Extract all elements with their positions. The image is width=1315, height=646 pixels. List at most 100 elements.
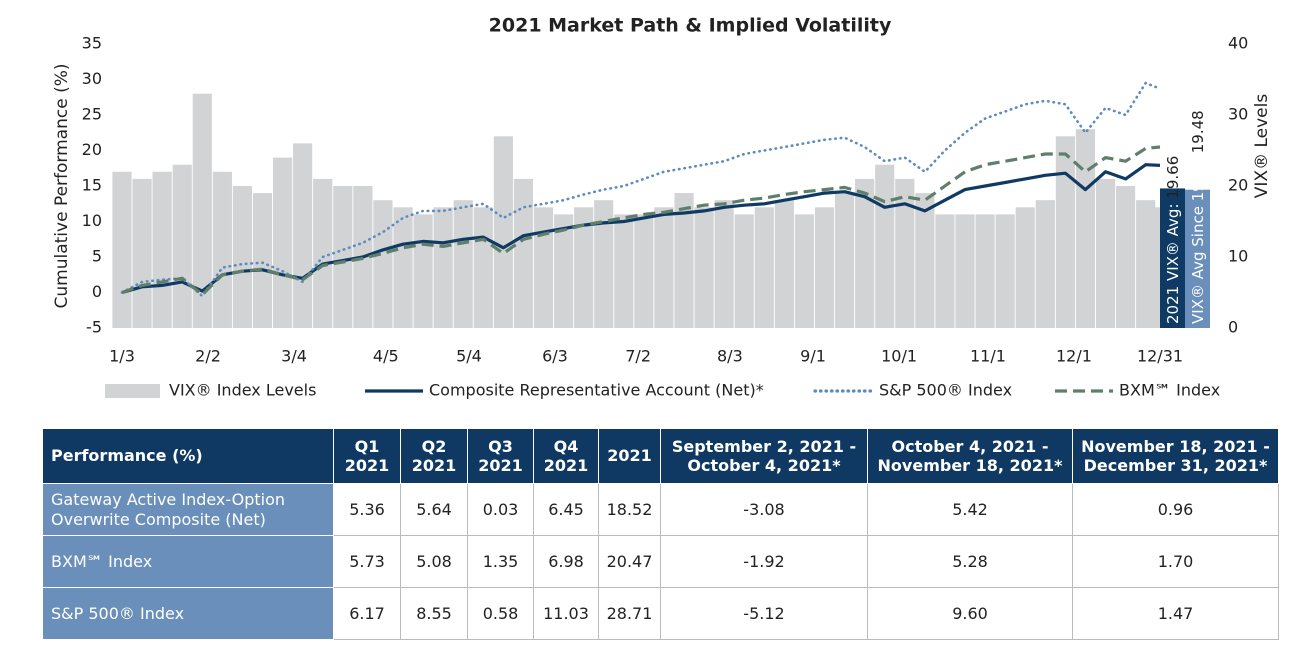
header-cell: Q1 2021	[333, 428, 401, 484]
header-row: Performance (%) Q1 2021 Q2 2021 Q3 2021 Q4 2…	[42, 428, 1279, 484]
vix-bar	[553, 214, 574, 328]
vix-bar	[1015, 207, 1035, 328]
vix-bar	[734, 214, 754, 328]
x-tick-label: 1/3	[109, 347, 135, 366]
y2-tick-label: 10	[1228, 247, 1248, 266]
legend-label: Composite Representative Account (Net)*	[429, 381, 764, 400]
vix-bar	[232, 186, 253, 328]
y-tick-label: -5	[86, 318, 102, 337]
vix-bar	[995, 214, 1015, 328]
value-cell: 5.28	[867, 535, 1073, 588]
value-cell: 18.52	[598, 483, 661, 536]
value-cell: 6.45	[533, 483, 599, 536]
vix-bar	[252, 193, 273, 328]
vix-bar	[634, 214, 654, 328]
vix-bar	[794, 214, 815, 328]
performance-table: Performance (%) Q1 2021 Q2 2021 Q3 2021 Q4 2…	[42, 428, 1279, 640]
value-cell: -5.12	[660, 587, 868, 640]
vix-bar	[855, 178, 875, 328]
y-tick-label: 20	[82, 140, 102, 159]
vix-bar	[373, 200, 393, 328]
avg-value: 19.48	[1189, 110, 1207, 153]
legend-label: VIX® Index Levels	[169, 381, 316, 400]
vix-bar	[1095, 178, 1116, 328]
table-row: BXM℠ Index 5.73 5.08 1.35 6.98 20.47 -1.92 5.28…	[42, 535, 1279, 588]
vix-bar	[533, 207, 554, 328]
header-cell: Q3 2021	[467, 428, 534, 484]
x-tick-label: 3/4	[281, 347, 307, 366]
vix-bar	[875, 164, 895, 328]
x-tick-label: 8/3	[717, 347, 743, 366]
vix-bar	[152, 171, 172, 328]
table-row: S&P 500® Index 6.17 8.55 0.58 11.03 28.71 -5.1…	[42, 587, 1279, 640]
value-cell: 5.64	[400, 483, 468, 536]
y-tick-label: 15	[82, 176, 102, 195]
value-cell: 5.36	[333, 483, 401, 536]
vix-bar	[272, 157, 293, 328]
value-cell: 9.60	[867, 587, 1073, 640]
vix-bar	[895, 178, 915, 328]
value-cell: 8.55	[400, 587, 468, 640]
x-tick-label: 2/2	[195, 347, 221, 366]
legend-swatch	[105, 384, 160, 398]
vix-bar	[132, 178, 152, 328]
vix-bar	[293, 143, 313, 328]
vix-bar	[453, 200, 473, 328]
value-cell: 6.98	[533, 535, 599, 588]
vix-bar	[915, 193, 935, 328]
x-tick-label: 5/4	[456, 347, 482, 366]
header-cell: Q4 2021	[533, 428, 599, 484]
header-cell: Q2 2021	[400, 428, 468, 484]
vix-bar	[714, 200, 734, 328]
table-row: Gateway Active Index-Option Overwrite Co…	[42, 483, 1279, 536]
vix-bar	[835, 193, 855, 328]
vix-bar	[473, 207, 493, 328]
value-cell: 0.96	[1072, 483, 1279, 536]
value-cell: 0.03	[467, 483, 534, 536]
y2-axis-label: VIX® Levels	[1252, 94, 1272, 199]
table-body: Gateway Active Index-Option Overwrite Co…	[42, 483, 1279, 640]
y-tick-label: 25	[82, 105, 102, 124]
y-tick-label: 35	[82, 34, 102, 53]
x-tick-label: 10/1	[881, 347, 917, 366]
value-cell: 6.17	[333, 587, 401, 640]
value-cell: 5.73	[333, 535, 401, 588]
vix-bar	[1055, 136, 1075, 328]
value-cell: 20.47	[598, 535, 661, 588]
vix-bar	[212, 171, 232, 328]
vix-bar	[674, 193, 694, 328]
vix-bar	[493, 136, 513, 328]
value-cell: 5.08	[400, 535, 468, 588]
vix-bar	[754, 207, 774, 328]
y-tick-label: 0	[92, 282, 102, 301]
value-cell: -1.92	[660, 535, 868, 588]
vix-bar	[1116, 186, 1136, 328]
x-tick-label: 4/5	[373, 347, 399, 366]
legend-label: BXM℠ Index	[1119, 381, 1220, 400]
vix-bar	[694, 207, 714, 328]
vix-bar	[814, 207, 835, 328]
legend-label: S&P 500® Index	[879, 381, 1012, 400]
y2-tick-label: 0	[1228, 318, 1238, 337]
vix-bar	[1075, 129, 1096, 328]
vix-bar	[513, 178, 534, 328]
x-tick-label: 12/31	[1137, 347, 1183, 366]
row-label: Gateway Active Index-Option Overwrite Co…	[42, 483, 334, 536]
avg-label: 2021 VIX® Avg:	[1164, 203, 1182, 324]
value-cell: 0.58	[467, 587, 534, 640]
chart-title: 2021 Market Path & Implied Volatility	[489, 15, 892, 37]
y2-tick-label: 20	[1228, 176, 1248, 195]
vix-bar	[935, 214, 955, 328]
value-cell: 5.42	[867, 483, 1073, 536]
header-cell: September 2, 2021 - October 4, 2021*	[660, 428, 868, 484]
y-axis-label: Cumulative Performance (%)	[52, 64, 72, 309]
header-cell: October 4, 2021 - November 18, 2021*	[867, 428, 1073, 484]
avg-label: VIX® Avg Since 1990:	[1189, 158, 1207, 324]
header-cell: 2021	[598, 428, 661, 484]
value-cell: 11.03	[533, 587, 599, 640]
header-cell: Performance (%)	[42, 428, 334, 484]
y-tick-label: 5	[92, 247, 102, 266]
y-tick-label: 10	[82, 211, 102, 230]
y-tick-label: 30	[82, 69, 102, 88]
